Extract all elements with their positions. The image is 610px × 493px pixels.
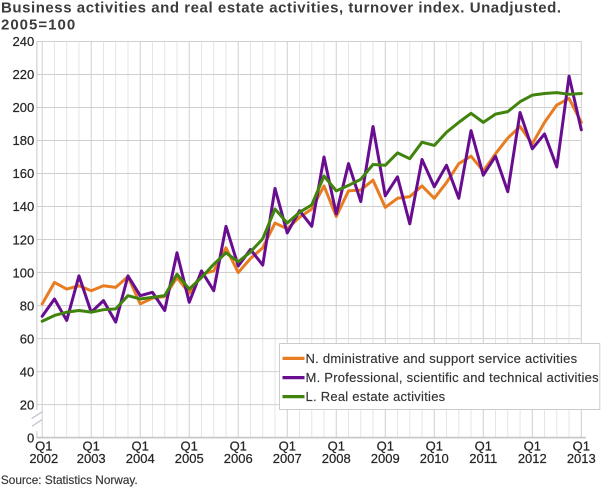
svg-text:2002: 2002 (29, 451, 58, 466)
svg-text:N. dministrative and support s: N. dministrative and support service act… (306, 351, 578, 366)
svg-text:Q1: Q1 (132, 439, 149, 454)
svg-text:2007: 2007 (273, 451, 302, 466)
svg-text:120: 120 (12, 232, 34, 247)
svg-text:2008: 2008 (322, 451, 351, 466)
svg-text:60: 60 (20, 331, 34, 346)
svg-text:20: 20 (20, 397, 34, 412)
svg-text:Q1: Q1 (230, 439, 247, 454)
svg-text:80: 80 (20, 298, 34, 313)
svg-text:220: 220 (12, 67, 34, 82)
svg-text:Q1: Q1 (279, 439, 296, 454)
svg-text:0: 0 (27, 430, 34, 445)
svg-text:180: 180 (12, 133, 34, 148)
svg-text:2013: 2013 (567, 451, 596, 466)
svg-text:2003: 2003 (77, 451, 106, 466)
svg-text:240: 240 (12, 34, 34, 49)
svg-text:Q1: Q1 (83, 439, 100, 454)
svg-text:100: 100 (12, 265, 34, 280)
svg-text:140: 140 (12, 199, 34, 214)
svg-text:160: 160 (12, 166, 34, 181)
svg-text:2005: 2005 (175, 451, 204, 466)
svg-text:2004: 2004 (126, 451, 155, 466)
svg-text:2010: 2010 (420, 451, 449, 466)
svg-text:Q1: Q1 (35, 439, 52, 454)
svg-text:Source: Statistics Norway.: Source: Statistics Norway. (1, 473, 138, 487)
svg-text:2012: 2012 (518, 451, 547, 466)
svg-text:40: 40 (20, 364, 34, 379)
svg-text:Q1: Q1 (377, 439, 394, 454)
svg-text:Q1: Q1 (328, 439, 345, 454)
svg-text:L. Real estate activities: L. Real estate activities (306, 389, 446, 404)
svg-text:200: 200 (12, 100, 34, 115)
svg-text:Business activities and real e: Business activities and real estate acti… (1, 0, 562, 17)
svg-text:Q1: Q1 (181, 439, 198, 454)
svg-text:Q1: Q1 (524, 439, 541, 454)
svg-text:2006: 2006 (224, 451, 253, 466)
svg-text:Q1: Q1 (426, 439, 443, 454)
svg-text:2005=100: 2005=100 (1, 16, 76, 33)
svg-text:2009: 2009 (371, 451, 400, 466)
svg-text:2011: 2011 (469, 451, 497, 466)
svg-text:Q1: Q1 (475, 439, 492, 454)
svg-text:M. Professional, scientific an: M. Professional, scientific and technica… (306, 370, 600, 385)
svg-text:Q1: Q1 (573, 439, 590, 454)
